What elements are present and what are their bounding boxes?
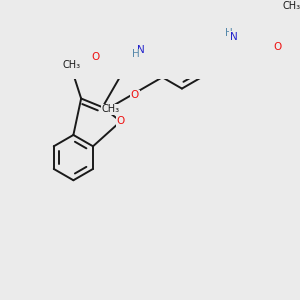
Text: O: O	[117, 116, 125, 126]
Text: H: H	[132, 49, 140, 59]
Text: O: O	[273, 42, 281, 52]
Text: CH₃: CH₃	[63, 60, 81, 70]
Text: N: N	[137, 45, 145, 55]
Text: CH₃: CH₃	[101, 104, 120, 114]
Text: O: O	[92, 52, 100, 62]
Text: CH₃: CH₃	[282, 1, 300, 10]
Text: H: H	[225, 28, 232, 38]
Text: N: N	[230, 32, 237, 42]
Text: O: O	[131, 90, 139, 100]
